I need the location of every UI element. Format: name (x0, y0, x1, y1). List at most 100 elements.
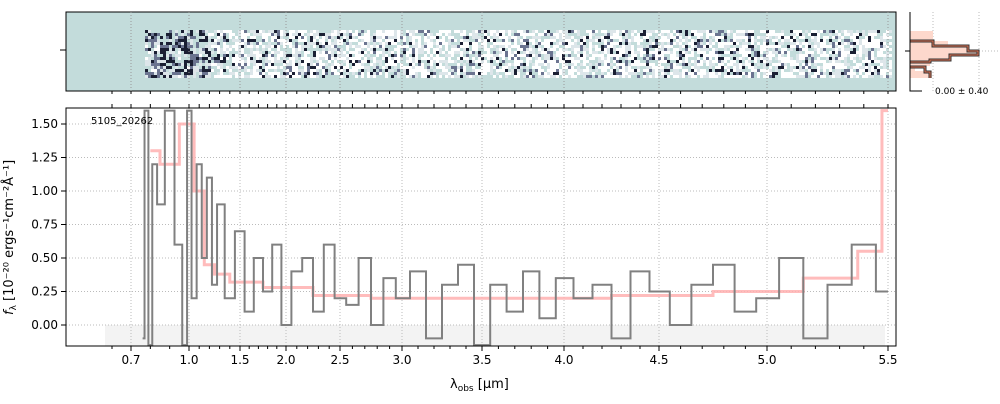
spectrum-2d-pixel (400, 66, 403, 69)
spectrum-2d-pixel (760, 45, 763, 48)
spectrum-2d-pixel (304, 48, 307, 51)
spectrum-2d-pixel (499, 45, 502, 48)
spectrum-2d-pixel (247, 42, 250, 45)
spectrum-2d-pixel (340, 51, 343, 54)
spectrum-2d-pixel (796, 66, 799, 69)
spectrum-2d-pixel (790, 36, 793, 39)
spectrum-2d-pixel (772, 63, 775, 66)
spectrum-2d-pixel (835, 63, 838, 66)
spectrum-2d-pixel (478, 63, 481, 66)
spectrum-2d-pixel (883, 48, 886, 51)
spectrum-2d-pixel (820, 45, 823, 48)
spectrum-2d-pixel (376, 33, 379, 36)
spectrum-2d-pixel (223, 39, 226, 42)
spectrum-2d-pixel (502, 51, 505, 54)
spectrum-2d-pixel (607, 66, 610, 69)
spectrum-2d-pixel (163, 63, 166, 66)
spectrum-2d-pixel (781, 72, 784, 75)
spectrum-2d-pixel (358, 57, 361, 60)
spectrum-2d-pixel (520, 30, 523, 33)
spectrum-2d-pixel (661, 60, 664, 63)
spectrum-2d-pixel (499, 42, 502, 45)
spectrum-2d-pixel (793, 33, 796, 36)
spectrum-2d-pixel (190, 42, 193, 45)
spectrum-2d-pixel (673, 72, 676, 75)
histogram-model-line (910, 40, 979, 78)
spectrum-2d-pixel (265, 36, 268, 39)
spectrum-2d-pixel (292, 57, 295, 60)
spectrum-2d-pixel (190, 33, 193, 36)
spectrum-2d-pixel (625, 75, 628, 78)
spectrum-2d-pixel (184, 75, 187, 78)
spectrum-2d-pixel (811, 36, 814, 39)
spectrum-2d-pixel (301, 33, 304, 36)
spectrum-2d-pixel (190, 39, 193, 42)
spectrum-2d-pixel (616, 33, 619, 36)
spectrum-2d-pixel (871, 60, 874, 63)
spectrum-2d-pixel (217, 39, 220, 42)
spectrum-2d-pixel (289, 33, 292, 36)
spectrum-2d-pixel (781, 33, 784, 36)
spectrum-2d-pixel (166, 54, 169, 57)
spectrum-2d-pixel (682, 69, 685, 72)
spectrum-2d-pixel (406, 45, 409, 48)
spectrum-2d-pixel (499, 36, 502, 39)
spectrum-2d-pixel (421, 45, 424, 48)
spectrum-2d-pixel (778, 51, 781, 54)
spectrum-2d-pixel (346, 75, 349, 78)
spectrum-2d-pixel (523, 48, 526, 51)
spectrum-2d-pixel (289, 72, 292, 75)
spectrum-2d-pixel (820, 66, 823, 69)
spectrum-2d-pixel (652, 66, 655, 69)
spectrum-2d-pixel (319, 60, 322, 63)
spectrum-2d-pixel (754, 45, 757, 48)
spectrum-2d-pixel (271, 57, 274, 60)
spectrum-2d-pixel (463, 72, 466, 75)
spectrum-2d-pixel (202, 72, 205, 75)
spectrum-2d-pixel (538, 51, 541, 54)
spectrum-2d-pixel (883, 42, 886, 45)
spectrum-2d-pixel (553, 33, 556, 36)
spectrum-2d-pixel (490, 60, 493, 63)
spectrum-2d-pixel (448, 30, 451, 33)
spectrum-2d-pixel (274, 69, 277, 72)
spectrum-2d-pixel (787, 45, 790, 48)
spectrum-2d-pixel (526, 30, 529, 33)
spectrum-2d-pixel (220, 72, 223, 75)
spectrum-2d-pixel (508, 54, 511, 57)
spectrum-2d-pixel (226, 39, 229, 42)
spectrum-2d-pixel (415, 30, 418, 33)
spectrum-2d-pixel (346, 60, 349, 63)
y-tick-label: 1.00 (31, 184, 58, 198)
spectrum-2d-pixel (175, 66, 178, 69)
spectrum-2d-pixel (610, 39, 613, 42)
spectrum-2d-pixel (871, 33, 874, 36)
spectrum-2d-pixel (802, 36, 805, 39)
spectrum-2d-pixel (727, 57, 730, 60)
spectrum-2d-pixel (457, 75, 460, 78)
spectrum-2d-pixel (580, 63, 583, 66)
spectrum-2d-pixel (679, 72, 682, 75)
spectrum-2d-pixel (646, 48, 649, 51)
spectrum-2d-pixel (691, 30, 694, 33)
spectrum-2d-pixel (844, 63, 847, 66)
spectrum-2d-pixel (562, 36, 565, 39)
spectrum-2d-pixel (238, 51, 241, 54)
spectrum-2d-pixel (418, 48, 421, 51)
spectrum-2d-pixel (706, 75, 709, 78)
spectrum-2d-pixel (316, 72, 319, 75)
spectrum-2d-pixel (316, 63, 319, 66)
spectrum-2d-pixel (565, 36, 568, 39)
spectrum-2d-pixel (766, 36, 769, 39)
spectrum-2d-pixel (430, 66, 433, 69)
spectrum-2d-pixel (856, 33, 859, 36)
spectrum-2d-pixel (637, 60, 640, 63)
spectrum-2d-pixel (280, 75, 283, 78)
spectrum-2d-pixel (814, 39, 817, 42)
spectrum-2d-pixel (535, 54, 538, 57)
spectrum-2d-pixel (550, 42, 553, 45)
spectrum-2d-pixel (394, 60, 397, 63)
spectrum-2d-pixel (703, 60, 706, 63)
spectrum-2d-pixel (313, 33, 316, 36)
spectrum-2d-pixel (406, 57, 409, 60)
